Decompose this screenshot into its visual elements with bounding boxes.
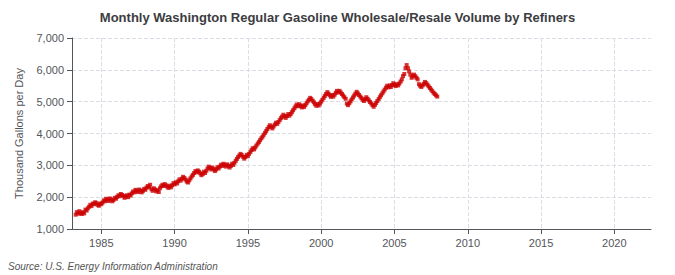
svg-text:2020: 2020 bbox=[602, 237, 626, 249]
svg-text:1985: 1985 bbox=[89, 237, 113, 249]
svg-text:1,000: 1,000 bbox=[36, 223, 64, 235]
svg-text:3,000: 3,000 bbox=[36, 159, 64, 171]
svg-text:2015: 2015 bbox=[529, 237, 553, 249]
svg-text:5,000: 5,000 bbox=[36, 96, 64, 108]
svg-text:2000: 2000 bbox=[309, 237, 333, 249]
svg-text:Monthly Washington Regular Gas: Monthly Washington Regular Gasoline Whol… bbox=[100, 10, 575, 25]
svg-text:4,000: 4,000 bbox=[36, 128, 64, 140]
svg-text:2,000: 2,000 bbox=[36, 191, 64, 203]
svg-text:2005: 2005 bbox=[382, 237, 406, 249]
svg-text:1995: 1995 bbox=[236, 237, 260, 249]
svg-text:6,000: 6,000 bbox=[36, 64, 64, 76]
svg-text:Thousand Gallons per Day: Thousand Gallons per Day bbox=[13, 68, 25, 199]
svg-text:7,000: 7,000 bbox=[36, 32, 64, 44]
svg-text:2010: 2010 bbox=[456, 237, 480, 249]
svg-text:1990: 1990 bbox=[162, 237, 186, 249]
svg-text:Source: U.S. Energy Informatio: Source: U.S. Energy Information Administ… bbox=[8, 261, 218, 272]
